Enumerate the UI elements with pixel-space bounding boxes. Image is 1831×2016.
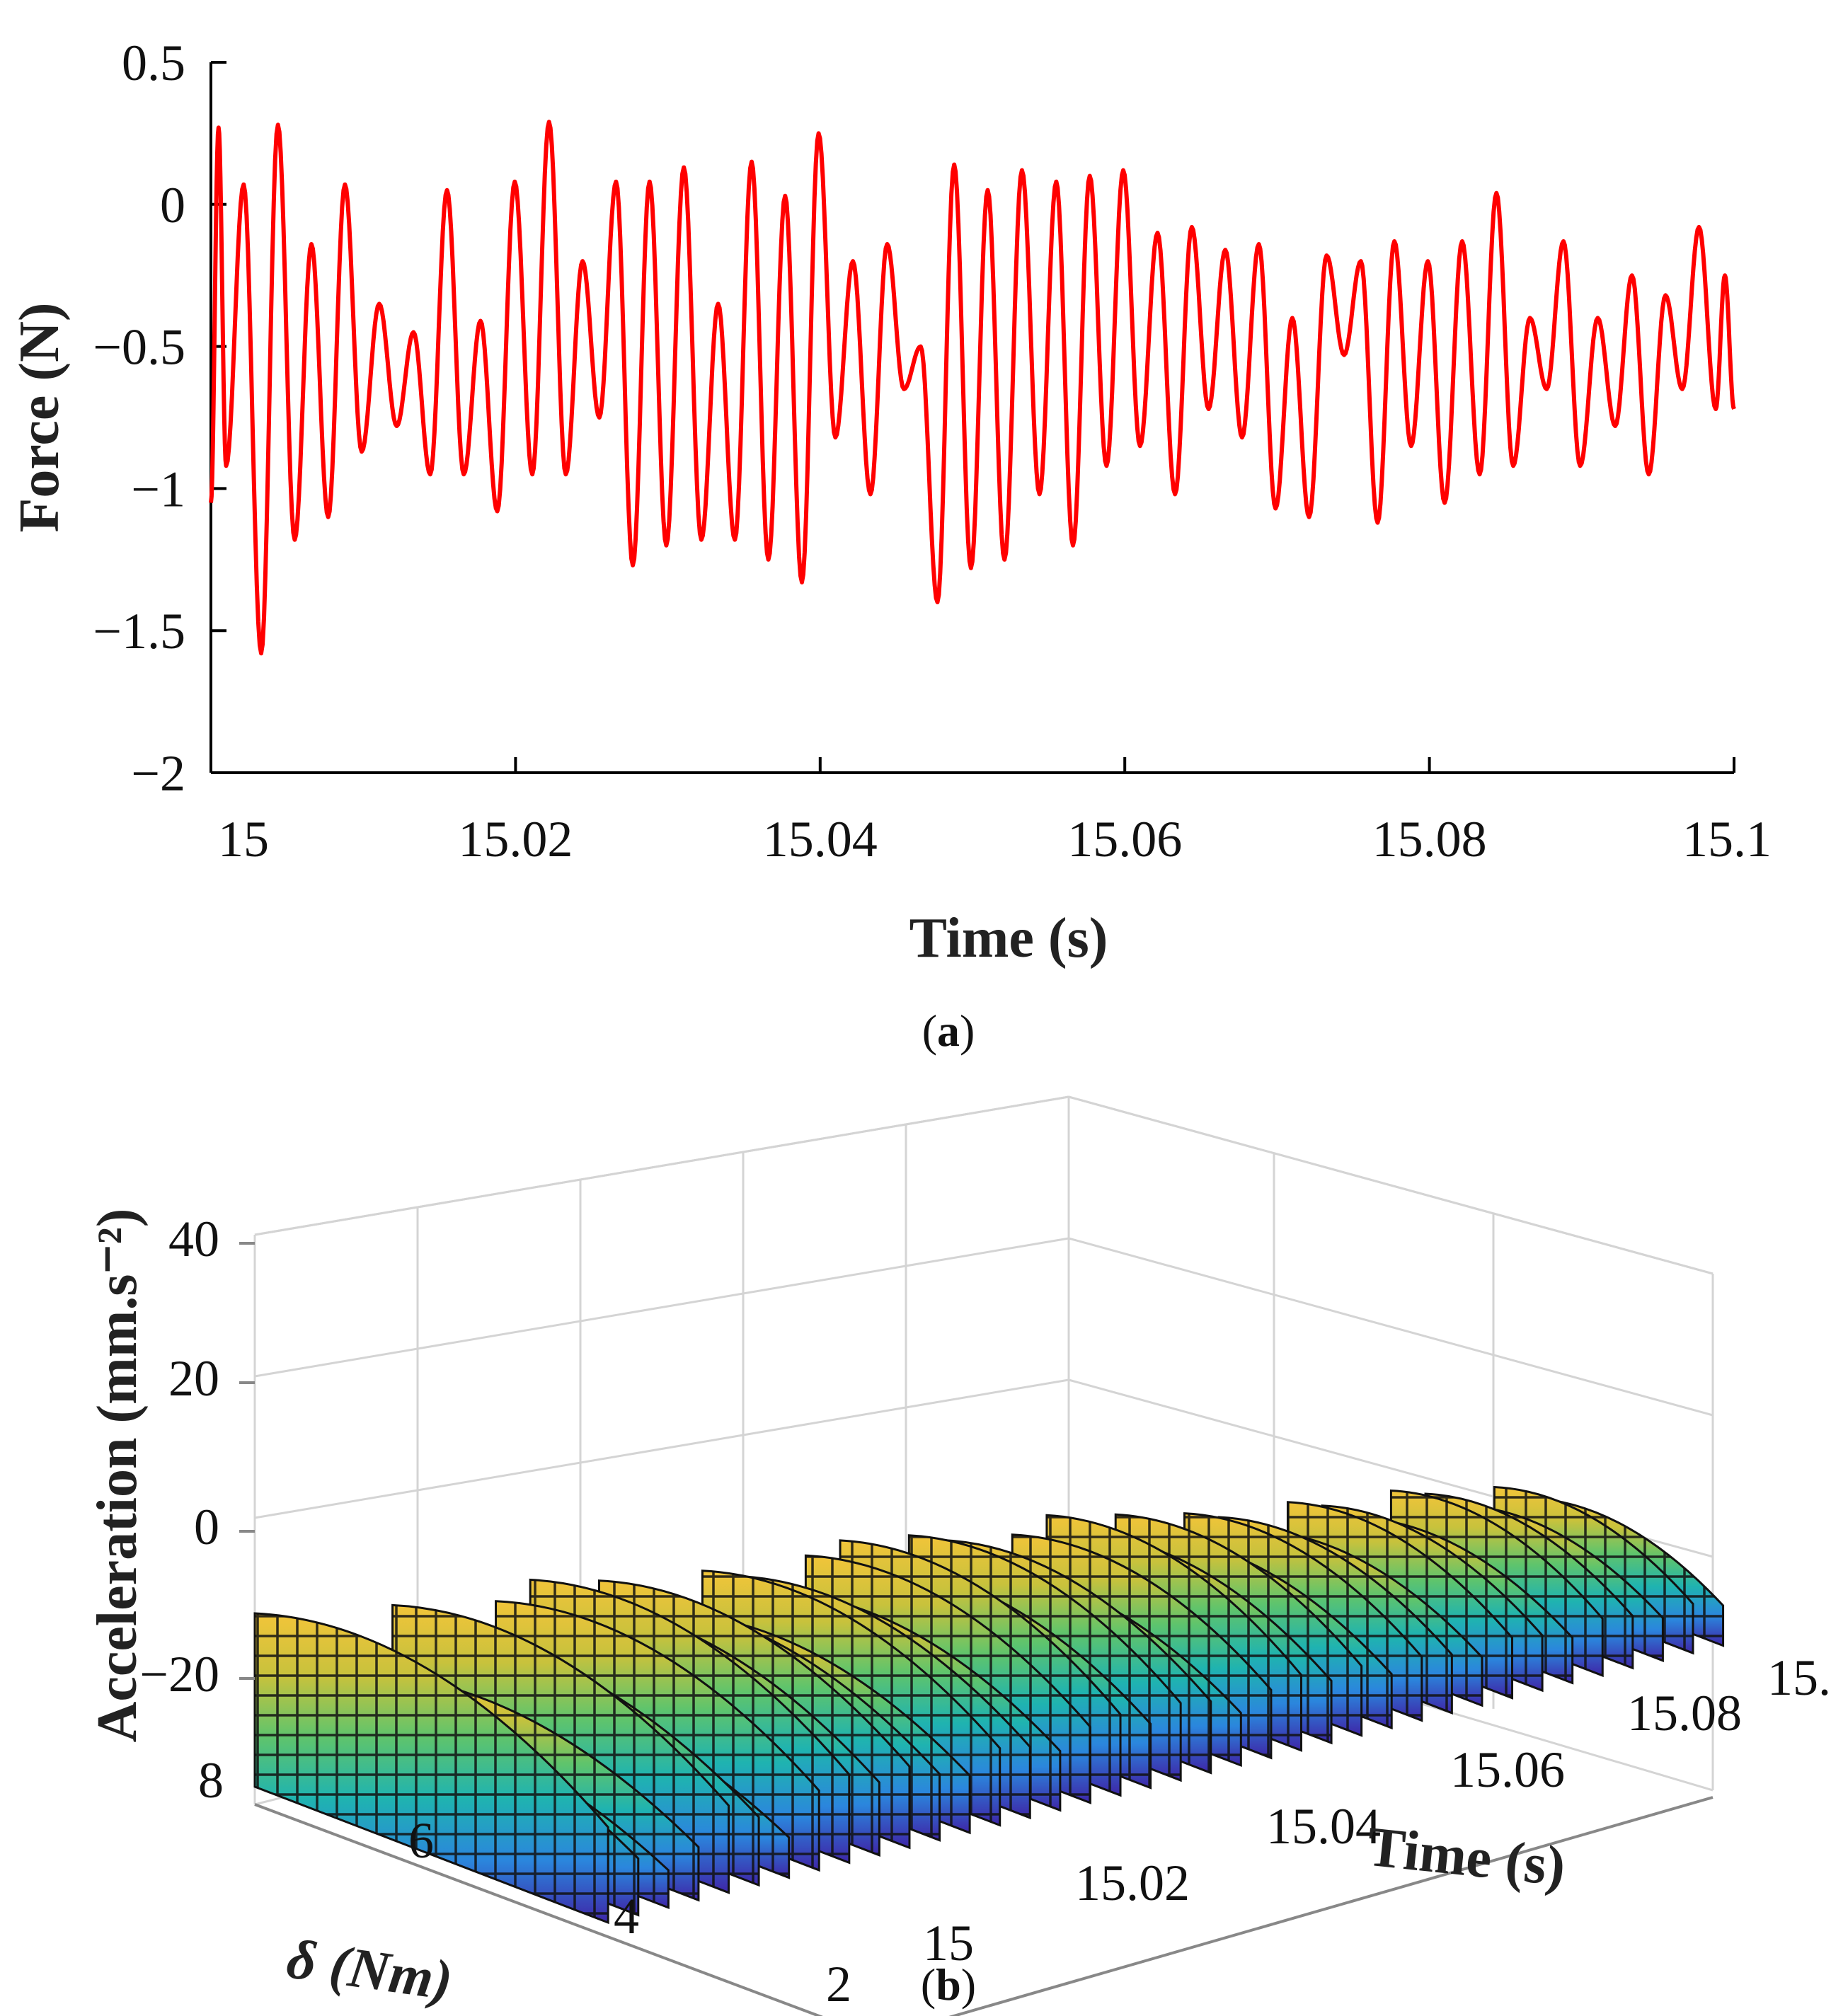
surface-x-tick-label: 15.08 [1627, 1685, 1742, 1741]
surface-x-tick-label: 15 [923, 1915, 974, 1971]
force-x-tick-label: 15 [218, 811, 269, 868]
surface-mesh [255, 1613, 609, 1923]
surface-y-tick-label: 2 [826, 1956, 851, 2012]
force-x-tick-label: 15.04 [763, 811, 878, 868]
surface-y-tick-label: 6 [408, 1812, 434, 1869]
surface-x-tick-label: 15.02 [1075, 1855, 1190, 1911]
surface-x-axis-line [948, 1796, 1714, 2016]
panel-label-a: (a) [922, 1006, 975, 1056]
surface-y-tick-label: 4 [614, 1888, 639, 1945]
force-y-ticks: 0.5 0 −0.5 −1 −1.5 −2 [93, 35, 226, 802]
force-x-ticks: 15 15.02 15.04 15.06 15.08 15.1 [209, 757, 1772, 868]
force-y-tick-label: −2 [131, 745, 185, 802]
surface-x-axis-title: Time (s) [1364, 1816, 1568, 1899]
surface-ticks: 40 20 0 −20 8 6 4 2 15 15.02 15.04 15.06 15.08 15.1 [139, 1211, 1831, 2012]
surface-z-tick-label: −20 [139, 1646, 219, 1703]
force-x-tick-label: 15.1 [1682, 811, 1772, 868]
surface-y-axis-line [254, 1803, 824, 2016]
force-chart-axes [209, 62, 1734, 774]
surface-z-tick-label: 20 [168, 1350, 219, 1407]
force-x-tick-label: 15.08 [1372, 811, 1487, 868]
force-time-chart: 0.50−0.5−1−1.5−2 15 15.02 15.04 15.06 15.08 1… [8, 35, 1772, 1056]
panel-b-label-holder: (b) [921, 1959, 976, 2010]
force-x-axis-title: Time (s) [909, 907, 1108, 969]
force-series-line [209, 120, 1736, 656]
surface-z-tick-label: 0 [194, 1499, 219, 1555]
surface-z-tick-label: 40 [168, 1211, 219, 1267]
force-x-tick-label: 15.02 [458, 811, 573, 868]
z-grid-line [1068, 1095, 1714, 1275]
force-x-tick-label: 15.06 [1067, 811, 1182, 868]
panel-label-b-visible: (b) [921, 1959, 976, 2010]
acceleration-surface-chart: 40 20 0 −20 8 6 4 2 15 15.02 15.04 15.06 15.08 15.1 A… [86, 1095, 1831, 2016]
force-y-tick-label: −1 [131, 461, 185, 517]
surface-x-tick-label: 15.04 [1266, 1798, 1381, 1855]
surface-y-tick-label: 8 [198, 1752, 224, 1809]
force-y-axis-title: Force (N) [8, 303, 71, 533]
surface-x-tick-label: 15.1 [1767, 1649, 1831, 1706]
force-plot-area [209, 120, 1736, 656]
force-y-tick-label: 0.5 [122, 35, 185, 91]
surface-x-tick-label: 15.06 [1450, 1741, 1565, 1798]
z-grid-line [254, 1095, 1069, 1236]
force-y-tick-label: −0.5 [93, 319, 185, 376]
force-y-tick-label: 0 [160, 177, 185, 234]
z-grid-line [254, 1378, 1069, 1519]
z-grid-line [1068, 1237, 1714, 1417]
z-grid-line [254, 1237, 1069, 1378]
acceleration-surface [253, 1485, 1725, 1925]
force-y-tick-label: −1.5 [93, 603, 185, 659]
surface-z-axis-title: Acceleration (mm.s⁻²) [86, 1209, 149, 1743]
